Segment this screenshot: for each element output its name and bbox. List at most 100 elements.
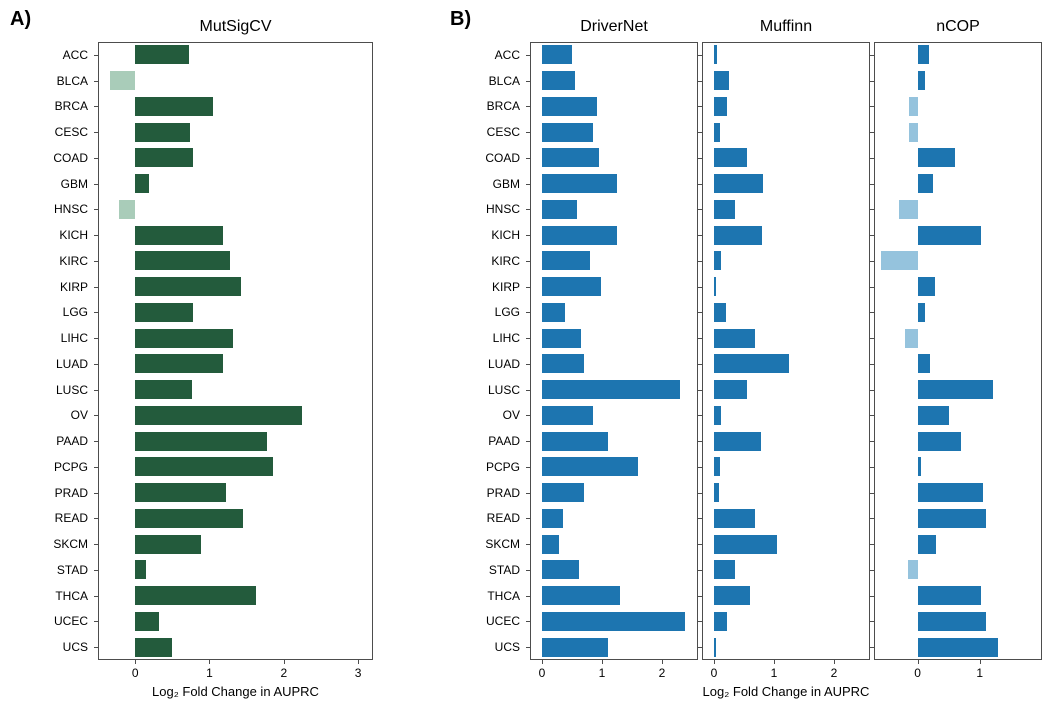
bar bbox=[918, 303, 925, 322]
bar bbox=[918, 226, 981, 245]
y-tick-mark bbox=[526, 390, 530, 391]
y-tick-mark bbox=[870, 338, 874, 339]
bar bbox=[542, 251, 590, 270]
y-tick-mark bbox=[698, 338, 702, 339]
y-tick-mark bbox=[526, 364, 530, 365]
x-tick-mark bbox=[358, 660, 359, 664]
y-tick-mark bbox=[94, 209, 98, 210]
bar bbox=[714, 432, 761, 451]
bar bbox=[714, 483, 719, 502]
bar bbox=[714, 457, 720, 476]
plot-frame bbox=[874, 42, 1042, 660]
bar bbox=[135, 329, 233, 348]
y-tick-mark bbox=[94, 596, 98, 597]
y-tick-mark bbox=[94, 621, 98, 622]
figure-root: A) B) MutSigCVACCBLCABRCACESCCOADGBMHNSC… bbox=[0, 0, 1050, 714]
bar bbox=[714, 174, 763, 193]
x-tick-label: 2 bbox=[659, 666, 666, 680]
bar bbox=[908, 560, 918, 579]
y-tick-mark bbox=[526, 287, 530, 288]
facet-title: nCOP bbox=[874, 18, 1042, 36]
facet-title: Muffinn bbox=[702, 18, 870, 36]
bar bbox=[918, 612, 986, 631]
bar bbox=[542, 586, 620, 605]
bar bbox=[905, 329, 917, 348]
y-tick-label: PAAD bbox=[43, 435, 88, 447]
bar bbox=[135, 509, 243, 528]
bar bbox=[542, 432, 608, 451]
x-tick-label: 0 bbox=[539, 666, 546, 680]
y-tick-mark bbox=[870, 544, 874, 545]
bar bbox=[542, 97, 597, 116]
y-tick-label: GBM bbox=[475, 178, 520, 190]
y-tick-label: COAD bbox=[43, 152, 88, 164]
bar bbox=[909, 123, 918, 142]
y-tick-label: OV bbox=[43, 409, 88, 421]
bar bbox=[714, 380, 747, 399]
x-tick-label: 0 bbox=[132, 666, 139, 680]
y-tick-label: SKCM bbox=[43, 538, 88, 550]
bar bbox=[542, 226, 617, 245]
bar bbox=[918, 535, 937, 554]
bar bbox=[714, 226, 762, 245]
bar bbox=[542, 277, 601, 296]
bar bbox=[542, 200, 577, 219]
bar bbox=[918, 380, 994, 399]
y-tick-label: KIRC bbox=[43, 255, 88, 267]
y-tick-mark bbox=[698, 621, 702, 622]
x-axis-title: Log₂ Fold Change in AUPRC bbox=[530, 684, 1042, 699]
y-tick-mark bbox=[870, 621, 874, 622]
bar bbox=[542, 483, 584, 502]
bar bbox=[714, 97, 727, 116]
x-tick-label: 2 bbox=[280, 666, 287, 680]
y-tick-mark bbox=[698, 570, 702, 571]
panel-b-label: B) bbox=[450, 8, 471, 31]
x-tick-label: 2 bbox=[831, 666, 838, 680]
bar bbox=[714, 303, 726, 322]
y-tick-mark bbox=[870, 647, 874, 648]
y-tick-mark bbox=[94, 570, 98, 571]
bar bbox=[119, 200, 135, 219]
y-tick-mark bbox=[94, 261, 98, 262]
bar bbox=[714, 586, 750, 605]
bar bbox=[542, 123, 593, 142]
y-tick-mark bbox=[94, 467, 98, 468]
y-tick-mark bbox=[698, 55, 702, 56]
y-tick-mark bbox=[526, 55, 530, 56]
x-tick-mark bbox=[662, 660, 663, 664]
panel-a-label: A) bbox=[10, 8, 31, 31]
bar bbox=[135, 226, 223, 245]
y-tick-label: UCS bbox=[475, 641, 520, 653]
x-tick-label: 1 bbox=[206, 666, 213, 680]
bar bbox=[918, 457, 921, 476]
y-tick-label: CESC bbox=[43, 126, 88, 138]
bar bbox=[135, 380, 191, 399]
bar bbox=[714, 329, 755, 348]
y-tick-label: SKCM bbox=[475, 538, 520, 550]
y-tick-label: PRAD bbox=[43, 487, 88, 499]
y-tick-mark bbox=[94, 338, 98, 339]
bar bbox=[714, 200, 735, 219]
y-tick-label: GBM bbox=[43, 178, 88, 190]
y-tick-mark bbox=[526, 312, 530, 313]
y-tick-label: LUAD bbox=[43, 358, 88, 370]
bar bbox=[542, 457, 638, 476]
y-tick-mark bbox=[870, 106, 874, 107]
y-tick-mark bbox=[698, 493, 702, 494]
x-tick-label: 0 bbox=[711, 666, 718, 680]
y-tick-mark bbox=[698, 544, 702, 545]
y-tick-mark bbox=[94, 647, 98, 648]
bar bbox=[881, 251, 917, 270]
bar bbox=[135, 612, 159, 631]
bar bbox=[714, 277, 716, 296]
bar bbox=[542, 638, 608, 657]
y-tick-label: LUSC bbox=[475, 384, 520, 396]
y-tick-mark bbox=[94, 493, 98, 494]
x-tick-mark bbox=[284, 660, 285, 664]
y-tick-mark bbox=[94, 158, 98, 159]
bar bbox=[135, 97, 213, 116]
y-tick-mark bbox=[698, 518, 702, 519]
y-tick-label: PCPG bbox=[43, 461, 88, 473]
bar bbox=[918, 406, 949, 425]
bar bbox=[542, 509, 563, 528]
